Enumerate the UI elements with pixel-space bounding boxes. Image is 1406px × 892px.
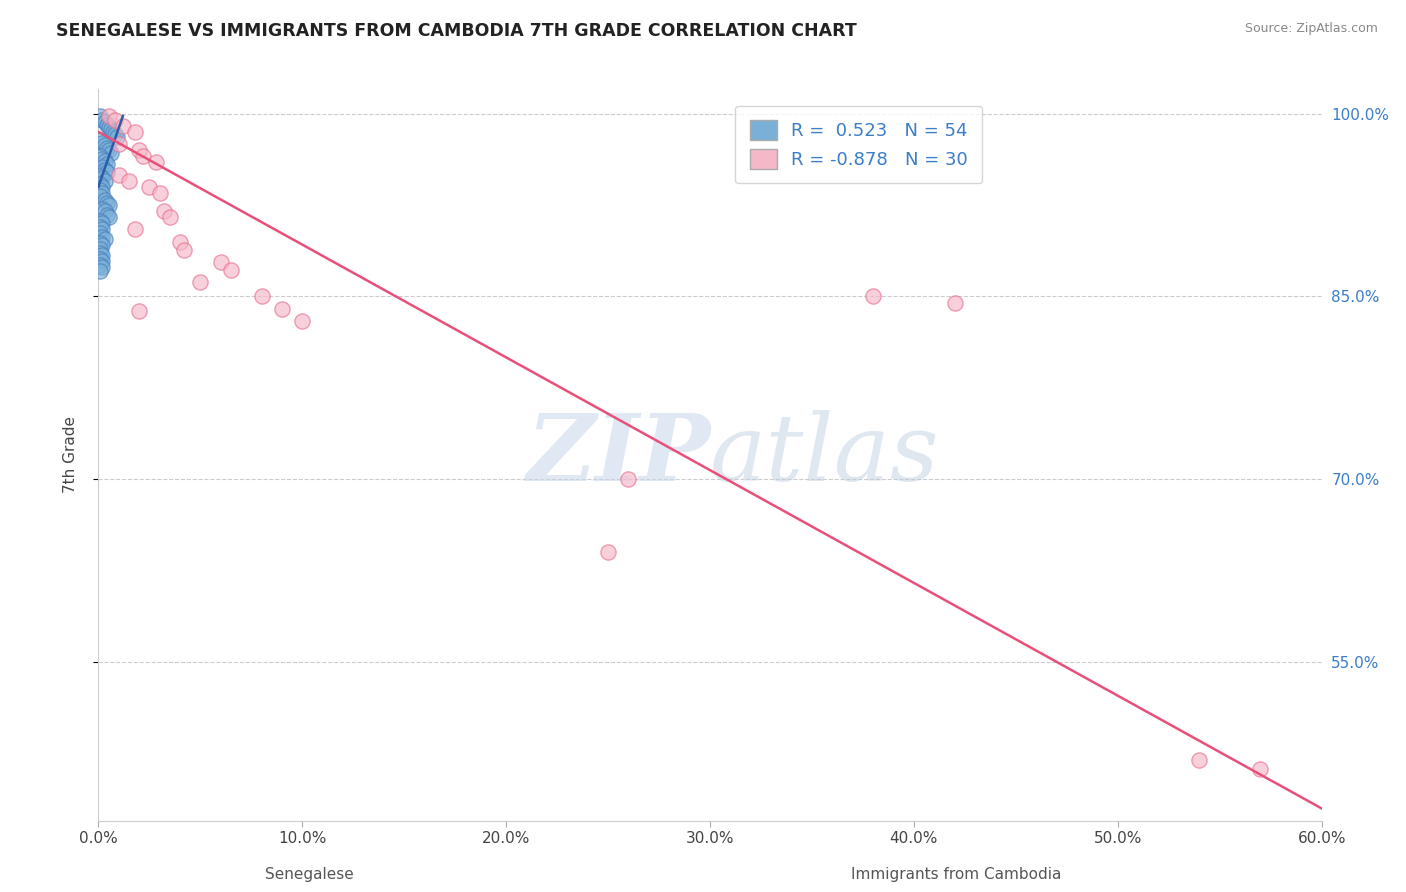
Point [132, 149, 155, 163]
Point [159, 211, 181, 225]
Point [128, 304, 150, 318]
Point [96, 118, 118, 132]
Point [96, 195, 118, 210]
Point [89, 109, 111, 123]
Point [97, 109, 120, 123]
Point [1188, 753, 1211, 767]
Point [89, 189, 111, 203]
Point [89, 219, 111, 234]
Point [93, 174, 115, 188]
Point [96, 141, 118, 155]
Point [89, 252, 111, 266]
Point [91, 112, 114, 127]
Point [124, 222, 146, 236]
Point [91, 152, 114, 166]
Point [89, 133, 111, 147]
Point [118, 174, 141, 188]
Point [219, 262, 242, 277]
Point [91, 186, 114, 200]
Point [270, 301, 294, 316]
Point [149, 186, 172, 200]
Point [96, 165, 118, 179]
Point [96, 208, 118, 222]
Point [105, 129, 128, 144]
Point [91, 160, 114, 174]
Point [128, 143, 150, 157]
Point [173, 243, 195, 257]
Text: SENEGALESE VS IMMIGRANTS FROM CAMBODIA 7TH GRADE CORRELATION CHART: SENEGALESE VS IMMIGRANTS FROM CAMBODIA 7… [56, 22, 858, 40]
Point [89, 178, 111, 192]
Point [91, 222, 114, 236]
Point [91, 238, 114, 252]
Point [104, 128, 127, 142]
Point [93, 115, 115, 129]
Text: Immigrants from Cambodia: Immigrants from Cambodia [851, 867, 1062, 881]
Point [104, 112, 127, 127]
Point [91, 202, 114, 216]
Point [91, 248, 114, 262]
Point [89, 183, 111, 197]
Point [188, 275, 212, 289]
Point [91, 136, 114, 150]
Point [152, 204, 174, 219]
Y-axis label: 7th Grade: 7th Grade [63, 417, 77, 493]
Point [93, 154, 115, 169]
Text: atlas: atlas [710, 410, 939, 500]
Legend: R =  0.523   N = 54, R = -0.878   N = 30: R = 0.523 N = 54, R = -0.878 N = 30 [735, 105, 983, 183]
Point [89, 235, 111, 250]
Point [89, 169, 111, 183]
Point [89, 264, 111, 278]
Point [97, 143, 120, 157]
Point [145, 155, 167, 169]
Point [96, 156, 118, 170]
Point [124, 125, 146, 139]
Point [89, 149, 111, 163]
Point [101, 125, 124, 139]
Point [93, 232, 115, 246]
Point [89, 242, 111, 256]
Point [862, 289, 884, 303]
Point [91, 216, 114, 230]
Point [209, 255, 232, 269]
Point [250, 289, 273, 303]
Point [291, 314, 314, 328]
Point [91, 179, 114, 194]
Point [943, 295, 966, 310]
Point [138, 179, 160, 194]
Point [97, 211, 120, 225]
Point [91, 254, 114, 268]
Text: Senegalese: Senegalese [264, 867, 354, 881]
Point [617, 472, 640, 486]
Point [100, 145, 122, 160]
Point [97, 120, 120, 134]
Point [91, 171, 114, 186]
Point [169, 235, 191, 249]
Point [93, 138, 115, 153]
Point [89, 214, 111, 228]
Point [91, 260, 114, 275]
Point [97, 198, 120, 212]
Point [93, 204, 115, 219]
Text: Source: ZipAtlas.com: Source: ZipAtlas.com [1244, 22, 1378, 36]
Point [1249, 763, 1271, 777]
Text: ZIP: ZIP [526, 410, 710, 500]
Point [89, 226, 111, 240]
Point [108, 137, 131, 152]
Point [93, 162, 115, 177]
Point [89, 245, 111, 260]
Point [598, 545, 620, 559]
Point [111, 119, 134, 133]
Point [89, 258, 111, 272]
Point [100, 122, 122, 136]
Point [93, 193, 115, 207]
Point [91, 229, 114, 244]
Point [108, 168, 131, 182]
